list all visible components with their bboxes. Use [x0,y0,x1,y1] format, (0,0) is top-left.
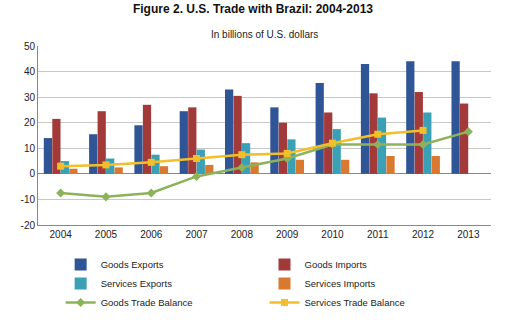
svg-text:2004: 2004 [50,229,73,240]
svg-text:2005: 2005 [95,229,118,240]
svg-text:Goods Exports: Goods Exports [101,259,164,270]
svg-text:2013: 2013 [457,229,480,240]
svg-text:Goods Imports: Goods Imports [305,259,368,270]
svg-text:In billions of U.S. dollars: In billions of U.S. dollars [211,29,318,40]
svg-text:10: 10 [24,143,36,154]
svg-text:50: 50 [24,41,36,52]
svg-text:-10: -10 [21,194,36,205]
svg-text:2009: 2009 [276,229,299,240]
svg-text:0: 0 [29,168,35,179]
svg-text:-20: -20 [21,220,36,231]
svg-text:2010: 2010 [321,229,344,240]
svg-text:Goods Trade Balance: Goods Trade Balance [101,297,193,308]
svg-text:2006: 2006 [140,229,163,240]
svg-text:20: 20 [24,117,36,128]
svg-text:Figure 2. U.S. Trade with Braz: Figure 2. U.S. Trade with Brazil: 2004-2… [133,2,373,16]
svg-text:2012: 2012 [412,229,435,240]
svg-text:Services Exports: Services Exports [101,278,173,289]
svg-text:Services Imports: Services Imports [305,278,376,289]
svg-text:40: 40 [24,66,36,77]
svg-text:2007: 2007 [185,229,208,240]
svg-text:Services Trade Balance: Services Trade Balance [305,297,405,308]
svg-text:2011: 2011 [367,229,389,240]
svg-text:30: 30 [24,92,36,103]
svg-text:2008: 2008 [231,229,254,240]
